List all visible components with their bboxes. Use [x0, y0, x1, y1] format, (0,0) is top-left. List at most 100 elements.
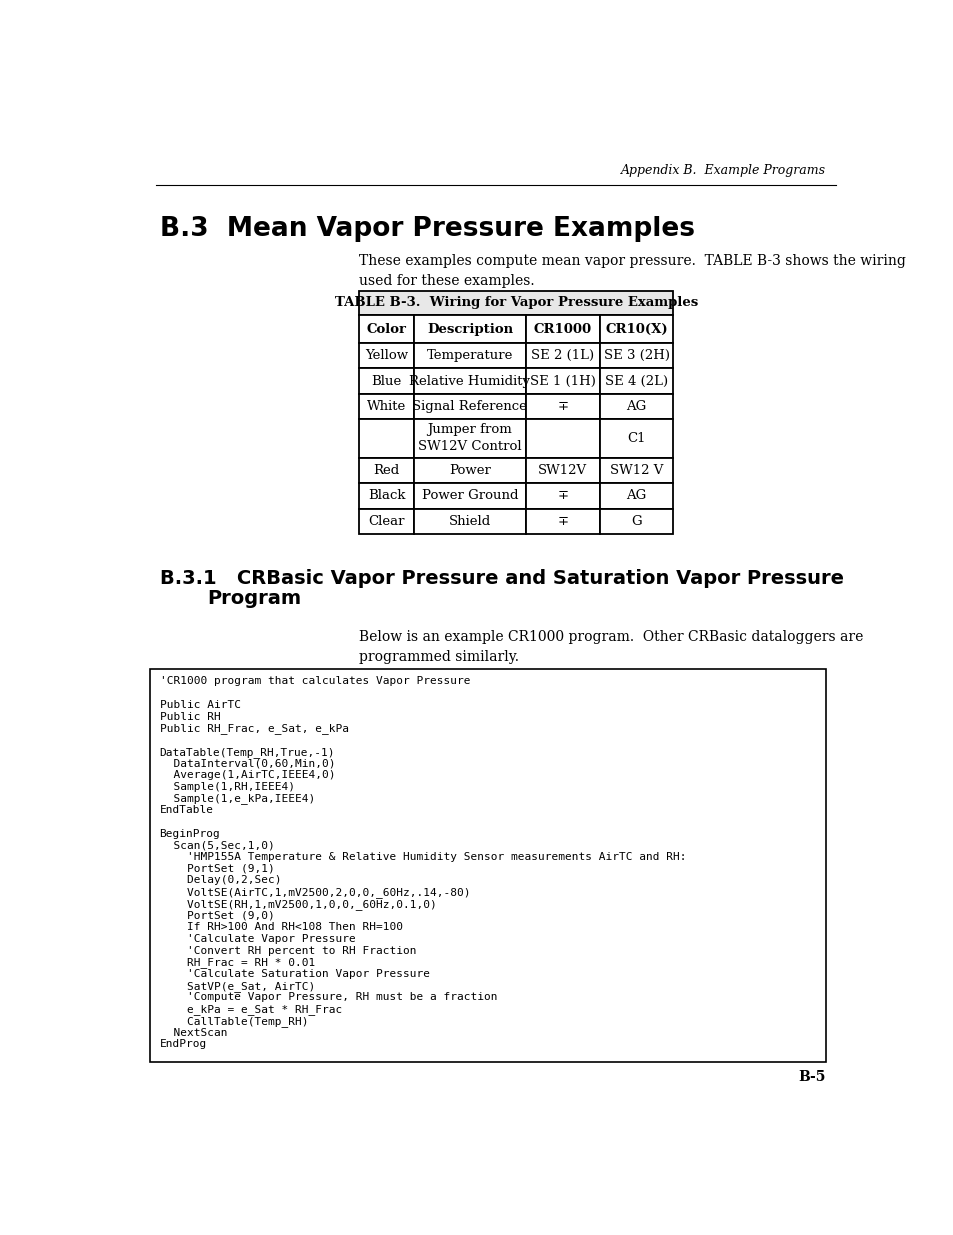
Text: CR1000: CR1000	[534, 322, 592, 336]
Text: SatVP(e_Sat, AirTC): SatVP(e_Sat, AirTC)	[159, 981, 314, 992]
Bar	[359, 419, 414, 458]
Bar	[525, 394, 599, 419]
Text: AG: AG	[626, 489, 646, 503]
Text: e_kPa = e_Sat * RH_Frac: e_kPa = e_Sat * RH_Frac	[159, 1004, 341, 1015]
Text: Black: Black	[368, 489, 405, 503]
Text: 'Convert RH percent to RH Fraction: 'Convert RH percent to RH Fraction	[159, 946, 416, 956]
Text: BeginProg: BeginProg	[159, 829, 220, 839]
Text: If RH>100 And RH<108 Then RH=100: If RH>100 And RH<108 Then RH=100	[159, 923, 402, 932]
Text: DataInterval(0,60,Min,0): DataInterval(0,60,Min,0)	[159, 758, 335, 768]
Bar	[525, 315, 599, 343]
Bar	[359, 394, 414, 419]
Text: 'Calculate Saturation Vapor Pressure: 'Calculate Saturation Vapor Pressure	[159, 969, 429, 979]
Bar	[599, 509, 673, 534]
Bar	[599, 394, 673, 419]
Text: SE 1 (1H): SE 1 (1H)	[530, 374, 596, 388]
Text: Clear: Clear	[368, 515, 404, 527]
Text: CallTable(Temp_RH): CallTable(Temp_RH)	[159, 1016, 308, 1026]
Text: Average(1,AirTC,IEEE4,0): Average(1,AirTC,IEEE4,0)	[159, 771, 335, 781]
Text: Color: Color	[366, 322, 406, 336]
Text: Public RH_Frac, e_Sat, e_kPa: Public RH_Frac, e_Sat, e_kPa	[159, 724, 348, 734]
Text: Sample(1,RH,IEEE4): Sample(1,RH,IEEE4)	[159, 782, 294, 792]
Text: SE 4 (2L): SE 4 (2L)	[604, 374, 667, 388]
Text: Signal Reference: Signal Reference	[412, 400, 527, 412]
Bar	[599, 315, 673, 343]
Text: SW12 V: SW12 V	[609, 464, 662, 477]
Text: C1: C1	[627, 432, 645, 445]
Text: Jumper from
SW12V Control: Jumper from SW12V Control	[417, 424, 521, 453]
Bar	[359, 483, 414, 509]
Text: Sample(1,e_kPa,IEEE4): Sample(1,e_kPa,IEEE4)	[159, 793, 314, 804]
Text: These examples compute mean vapor pressure.  TABLE B-3 shows the wiring
used for: These examples compute mean vapor pressu…	[359, 254, 905, 288]
Bar	[359, 509, 414, 534]
Text: Below is an example CR1000 program.  Other CRBasic dataloggers are
programmed si: Below is an example CR1000 program. Othe…	[359, 630, 863, 663]
Bar	[599, 458, 673, 483]
Text: TABLE B-3.  Wiring for Vapor Pressure Examples: TABLE B-3. Wiring for Vapor Pressure Exa…	[335, 296, 698, 310]
Text: Blue: Blue	[371, 374, 401, 388]
Bar	[414, 458, 525, 483]
Text: PortSet (9,0): PortSet (9,0)	[159, 910, 274, 920]
Bar	[414, 394, 525, 419]
Bar	[414, 509, 525, 534]
Text: SW12V: SW12V	[537, 464, 587, 477]
Bar	[525, 458, 599, 483]
Text: Power: Power	[449, 464, 491, 477]
Text: SE 3 (2H): SE 3 (2H)	[603, 350, 669, 362]
Text: Appendix B.  Example Programs: Appendix B. Example Programs	[620, 164, 825, 178]
Text: B.3  Mean Vapor Pressure Examples: B.3 Mean Vapor Pressure Examples	[159, 216, 694, 242]
Bar	[359, 368, 414, 394]
Bar	[150, 668, 825, 1062]
Bar	[359, 315, 414, 343]
Bar	[599, 419, 673, 458]
Text: VoltSE(AirTC,1,mV2500,2,0,0,_60Hz,.14,-80): VoltSE(AirTC,1,mV2500,2,0,0,_60Hz,.14,-8…	[159, 887, 470, 898]
Text: Program: Program	[208, 589, 301, 608]
Text: Public RH: Public RH	[159, 711, 220, 721]
Text: B.3.1   CRBasic Vapor Pressure and Saturation Vapor Pressure: B.3.1 CRBasic Vapor Pressure and Saturat…	[159, 568, 842, 588]
Text: G: G	[631, 515, 641, 527]
Bar	[599, 483, 673, 509]
Text: B-5: B-5	[798, 1070, 825, 1084]
Text: PortSet (9,1): PortSet (9,1)	[159, 863, 274, 873]
Text: NextScan: NextScan	[159, 1028, 227, 1037]
Bar	[359, 343, 414, 368]
Bar	[599, 343, 673, 368]
Text: 'Calculate Vapor Pressure: 'Calculate Vapor Pressure	[159, 934, 355, 944]
Text: CR10(X): CR10(X)	[604, 322, 667, 336]
Text: SE 2 (1L): SE 2 (1L)	[531, 350, 594, 362]
Text: Power Ground: Power Ground	[421, 489, 517, 503]
Text: 'CR1000 program that calculates Vapor Pressure: 'CR1000 program that calculates Vapor Pr…	[159, 677, 470, 687]
Text: EndProg: EndProg	[159, 1039, 207, 1050]
Text: ∓: ∓	[557, 400, 568, 412]
Text: VoltSE(RH,1,mV2500,1,0,0,_60Hz,0.1,0): VoltSE(RH,1,mV2500,1,0,0,_60Hz,0.1,0)	[159, 899, 436, 910]
Bar	[525, 483, 599, 509]
Text: Description: Description	[426, 322, 513, 336]
Bar	[525, 343, 599, 368]
Text: Yellow: Yellow	[365, 350, 408, 362]
Bar	[525, 419, 599, 458]
Bar	[414, 419, 525, 458]
Bar	[359, 290, 673, 315]
Text: EndTable: EndTable	[159, 805, 213, 815]
Text: ∓: ∓	[557, 515, 568, 527]
Text: 'HMP155A Temperature & Relative Humidity Sensor measurements AirTC and RH:: 'HMP155A Temperature & Relative Humidity…	[159, 852, 685, 862]
Text: Delay(0,2,Sec): Delay(0,2,Sec)	[159, 876, 281, 885]
Text: DataTable(Temp_RH,True,-1): DataTable(Temp_RH,True,-1)	[159, 747, 335, 757]
Text: ∓: ∓	[557, 489, 568, 503]
Bar	[414, 483, 525, 509]
Text: 'Compute Vapor Pressure, RH must be a fraction: 'Compute Vapor Pressure, RH must be a fr…	[159, 993, 497, 1003]
Text: Relative Humidity: Relative Humidity	[409, 374, 530, 388]
Bar	[414, 343, 525, 368]
Text: Scan(5,Sec,1,0): Scan(5,Sec,1,0)	[159, 840, 274, 850]
Bar	[414, 315, 525, 343]
Text: Temperature: Temperature	[426, 350, 513, 362]
Text: AG: AG	[626, 400, 646, 412]
Text: RH_Frac = RH * 0.01: RH_Frac = RH * 0.01	[159, 957, 314, 968]
Bar	[525, 368, 599, 394]
Bar	[414, 368, 525, 394]
Bar	[359, 458, 414, 483]
Text: Shield: Shield	[448, 515, 491, 527]
Text: Public AirTC: Public AirTC	[159, 700, 240, 710]
Text: Red: Red	[374, 464, 399, 477]
Text: White: White	[367, 400, 406, 412]
Bar	[599, 368, 673, 394]
